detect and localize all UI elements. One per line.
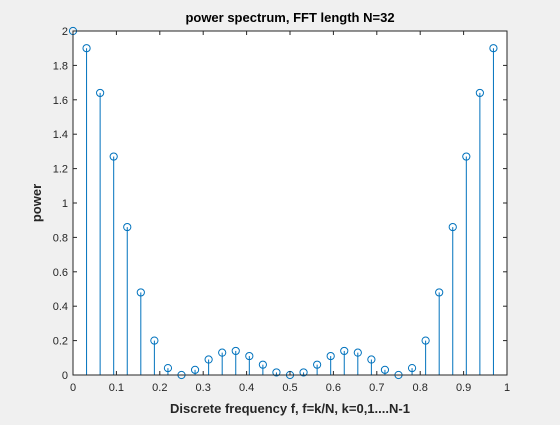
stem-marker xyxy=(299,368,308,377)
y-axis-label: power xyxy=(29,184,44,222)
y-tick-label: 1.8 xyxy=(53,60,68,72)
stem-marker xyxy=(462,152,471,161)
x-axis-label: Discrete frequency f, f=k/N, k=0,1....N-… xyxy=(170,401,410,416)
stem-marker xyxy=(448,222,457,232)
x-axis-ticks: 0 0.1 0.2 0.3 0.4 0.5 0.6 0.7 0.8 0.9 1 xyxy=(70,31,510,394)
stem-marker xyxy=(123,222,132,232)
y-tick-label: 1.4 xyxy=(53,129,68,141)
stem-marker xyxy=(136,288,145,297)
stem-series xyxy=(68,26,498,380)
x-tick-label: 0.8 xyxy=(413,382,428,394)
x-tick-label: 0.3 xyxy=(196,382,211,394)
y-axis-ticks: 0 0.2 0.4 0.6 0.8 1 1.2 1.4 1.6 1.8 2 xyxy=(53,26,507,382)
stem-marker xyxy=(218,348,227,357)
y-tick-label: 0.8 xyxy=(53,232,68,244)
x-tick-label: 0.4 xyxy=(239,382,254,394)
y-tick-label: 0.2 xyxy=(53,336,68,348)
stem-marker xyxy=(150,336,159,345)
y-tick-label: 0 xyxy=(62,370,68,382)
chart-title: power spectrum, FFT length N=32 xyxy=(185,10,394,25)
stem-marker xyxy=(326,351,335,361)
stem-marker xyxy=(353,348,362,357)
stem-marker xyxy=(258,360,267,369)
stem-marker xyxy=(475,88,484,98)
x-tick-label: 0.2 xyxy=(152,382,167,394)
stem-marker xyxy=(245,351,254,361)
x-tick-label: 1 xyxy=(504,382,510,394)
y-tick-label: 1 xyxy=(62,198,68,210)
stem-marker xyxy=(163,364,173,373)
stem-marker xyxy=(435,288,444,297)
stem-marker xyxy=(204,355,213,364)
x-tick-label: 0.5 xyxy=(282,382,297,394)
y-tick-label: 2 xyxy=(62,26,68,38)
x-tick-label: 0.6 xyxy=(326,382,341,394)
plot-area xyxy=(73,31,507,375)
stem-marker xyxy=(272,368,281,377)
stem-marker xyxy=(380,365,390,374)
x-tick-label: 0.1 xyxy=(109,382,124,394)
x-tick-label: 0.9 xyxy=(456,382,471,394)
x-tick-label: 0 xyxy=(70,382,76,394)
stem-marker xyxy=(489,44,498,53)
stem-marker xyxy=(190,365,200,374)
y-tick-label: 1.6 xyxy=(53,95,68,107)
stem-marker xyxy=(109,152,118,161)
stem-marker xyxy=(231,346,240,356)
y-tick-label: 1.2 xyxy=(53,164,68,176)
stem-marker xyxy=(96,88,105,98)
y-tick-label: 0.4 xyxy=(53,301,68,313)
stem-marker xyxy=(82,44,91,53)
stem-marker xyxy=(340,346,349,356)
stem-marker xyxy=(367,355,376,364)
stem-marker xyxy=(421,336,430,345)
stem-marker xyxy=(313,360,322,369)
x-tick-label: 0.7 xyxy=(369,382,384,394)
stem-marker xyxy=(407,364,417,373)
y-tick-label: 0.6 xyxy=(53,267,68,279)
